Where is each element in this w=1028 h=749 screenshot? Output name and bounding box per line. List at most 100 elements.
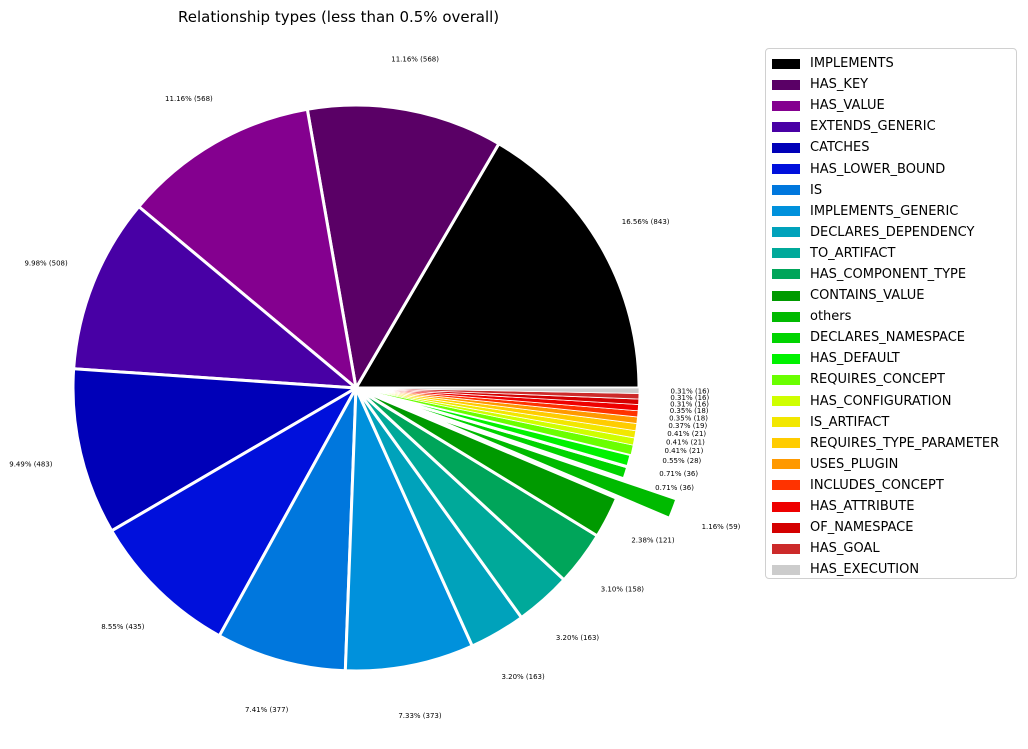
legend-item-requires-concept: REQUIRES_CONCEPT xyxy=(772,369,1016,390)
legend-label: HAS_COMPONENT_TYPE xyxy=(810,266,967,282)
legend-item-others: others xyxy=(772,306,1016,327)
legend-label: OF_NAMESPACE xyxy=(810,520,914,536)
legend-swatch xyxy=(772,100,800,111)
slice-label-implements-generic: 7.33% (373) xyxy=(398,712,442,720)
legend-swatch xyxy=(772,311,800,322)
slice-label-to-artifact: 3.20% (163) xyxy=(556,634,600,642)
legend-swatch xyxy=(772,564,800,575)
legend-item-contains-value: CONTAINS_VALUE xyxy=(772,285,1016,306)
legend-item-has-value: HAS_VALUE xyxy=(772,95,1016,116)
legend-label: others xyxy=(810,309,852,325)
legend-swatch xyxy=(772,79,800,90)
legend-label: EXTENDS_GENERIC xyxy=(810,119,936,135)
legend-label: HAS_EXECUTION xyxy=(810,562,920,578)
slice-label-is-artifact: 0.41% (21) xyxy=(666,439,705,447)
pie-slice-catches xyxy=(71,367,358,533)
legend-swatch xyxy=(772,185,800,196)
legend-item-has-goal: HAS_GOAL xyxy=(772,538,1016,559)
legend-label: HAS_CONFIGURATION xyxy=(810,393,952,409)
legend-label: REQUIRES_CONCEPT xyxy=(810,372,945,388)
chart-title: Relationship types (less than 0.5% overa… xyxy=(178,8,500,26)
pie-slice-has-value xyxy=(137,107,358,390)
slice-label-has-default: 0.71% (36) xyxy=(659,470,698,478)
legend-swatch xyxy=(772,522,800,533)
legend-item-has-configuration: HAS_CONFIGURATION xyxy=(772,391,1016,412)
pie-slice-extends-generic xyxy=(72,205,358,390)
pie-slice-contains-value xyxy=(354,386,619,538)
legend-item-has-attribute: HAS_ATTRIBUTE xyxy=(772,496,1016,517)
legend-label: HAS_VALUE xyxy=(810,98,885,114)
slice-label-of-namespace: 0.31% (16) xyxy=(670,400,709,408)
legend-label: IMPLEMENTS xyxy=(810,56,894,72)
slice-label-has-attribute: 0.35% (18) xyxy=(670,407,709,415)
legend-swatch xyxy=(772,543,800,554)
legend-swatch xyxy=(772,58,800,69)
slice-label-requires-type-parameter: 0.41% (21) xyxy=(667,430,706,438)
legend-label: DECLARES_DEPENDENCY xyxy=(810,224,975,240)
legend-item-to-artifact: TO_ARTIFACT xyxy=(772,243,1016,264)
pie-slice-others xyxy=(407,406,679,520)
legend-item-catches: CATCHES xyxy=(772,137,1016,158)
pie-slice-implements-generic xyxy=(343,386,474,673)
legend-swatch xyxy=(772,417,800,428)
legend-item-has-default: HAS_DEFAULT xyxy=(772,348,1016,369)
legend-item-declares-dependency: DECLARES_DEPENDENCY xyxy=(772,222,1016,243)
legend-swatch xyxy=(772,121,800,132)
legend-item-is-artifact: IS_ARTIFACT xyxy=(772,412,1016,433)
legend-label: HAS_DEFAULT xyxy=(810,351,900,367)
slice-label-has-goal: 0.31% (16) xyxy=(670,394,709,402)
legend-label: DECLARES_NAMESPACE xyxy=(810,330,965,346)
pie-slice-has-execution xyxy=(355,387,640,394)
legend-label: INCLUDES_CONCEPT xyxy=(810,477,944,493)
legend-swatch xyxy=(772,438,800,449)
slice-label-has-component-type: 3.10% (158) xyxy=(601,585,645,593)
slice-label-contains-value: 2.38% (121) xyxy=(631,537,675,545)
slice-label-includes-concept: 0.35% (18) xyxy=(669,415,708,423)
legend-swatch xyxy=(772,248,800,259)
slice-label-has-value: 11.16% (568) xyxy=(165,95,213,103)
slice-label-implements: 16.56% (843) xyxy=(622,218,670,226)
legend-label: HAS_LOWER_BOUND xyxy=(810,161,946,177)
legend-swatch xyxy=(772,501,800,512)
slice-label-has-configuration: 0.41% (21) xyxy=(664,447,703,455)
pie-slice-is xyxy=(217,386,358,673)
slice-label-others: 1.16% (59) xyxy=(702,523,741,531)
slice-label-has-key: 11.16% (568) xyxy=(391,55,439,63)
legend-label: USES_PLUGIN xyxy=(810,456,899,472)
slice-label-catches: 9.49% (483) xyxy=(9,460,53,468)
legend-label: TO_ARTIFACT xyxy=(810,245,896,261)
legend-swatch xyxy=(772,459,800,470)
legend-item-is: IS xyxy=(772,180,1016,201)
legend-swatch xyxy=(772,480,800,491)
legend-label: REQUIRES_TYPE_PARAMETER xyxy=(810,435,1000,451)
pie-slice-implements xyxy=(354,142,641,390)
legend-item-has-key: HAS_KEY xyxy=(772,74,1016,95)
legend-item-has-component-type: HAS_COMPONENT_TYPE xyxy=(772,264,1016,285)
pie-slice-has-lower-bound xyxy=(110,386,358,638)
legend-label: CATCHES xyxy=(810,140,870,156)
legend-swatch xyxy=(772,206,800,217)
slice-label-requires-concept: 0.55% (28) xyxy=(662,457,701,465)
legend-swatch xyxy=(772,332,800,343)
legend-label: IMPLEMENTS_GENERIC xyxy=(810,203,959,219)
legend-label: HAS_GOAL xyxy=(810,541,880,557)
legend-item-requires-type-parameter: REQUIRES_TYPE_PARAMETER xyxy=(772,433,1016,454)
legend-item-implements-generic: IMPLEMENTS_GENERIC xyxy=(772,201,1016,222)
legend-item-of-namespace: OF_NAMESPACE xyxy=(772,517,1016,538)
legend-swatch xyxy=(772,396,800,407)
slice-label-is: 7.41% (377) xyxy=(245,706,289,714)
slice-label-has-lower-bound: 8.55% (435) xyxy=(101,623,145,631)
slice-label-declares-dependency: 3.20% (163) xyxy=(501,673,545,681)
legend-swatch xyxy=(772,227,800,238)
legend-swatch xyxy=(772,353,800,364)
legend-item-extends-generic: EXTENDS_GENERIC xyxy=(772,116,1016,137)
legend-label: CONTAINS_VALUE xyxy=(810,288,925,304)
legend-swatch xyxy=(772,290,800,301)
legend-item-declares-namespace: DECLARES_NAMESPACE xyxy=(772,327,1016,348)
legend-label: HAS_KEY xyxy=(810,77,869,93)
slice-label-has-execution: 0.31% (16) xyxy=(671,387,710,395)
slice-label-declares-namespace: 0.71% (36) xyxy=(655,484,694,492)
legend: IMPLEMENTS HAS_KEY HAS_VALUE EXTENDS_GENERI… xyxy=(765,48,1017,579)
